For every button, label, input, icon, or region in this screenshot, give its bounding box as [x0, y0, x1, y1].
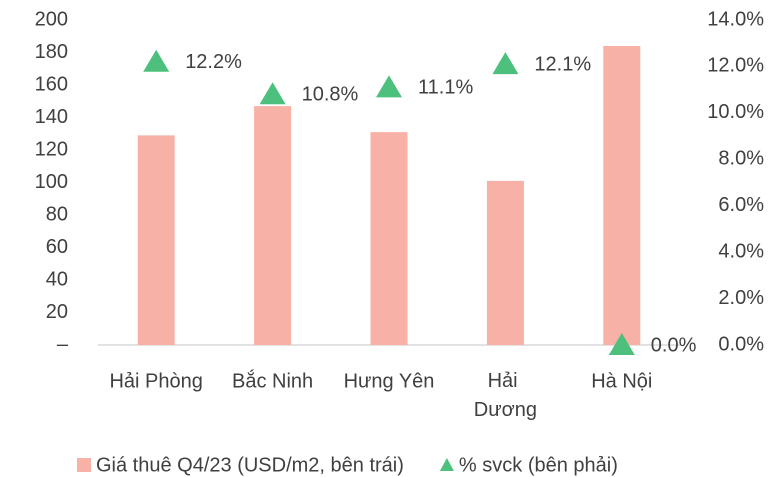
y2-tick-label: 0.0%	[718, 333, 764, 355]
triangle-marker	[143, 49, 170, 72]
triangle-marker	[492, 52, 519, 75]
y-tick-label: 180	[35, 41, 68, 63]
data-label: 10.8%	[302, 84, 359, 106]
x-tick-label: Hải Dương	[474, 370, 537, 421]
y-tick-label: –	[57, 333, 69, 355]
bar	[486, 180, 524, 345]
legend-label: Giá thuê Q4/23 (USD/m2, bên trái)	[96, 454, 404, 476]
bar	[603, 46, 641, 345]
y2-tick-label: 14.0%	[707, 8, 764, 30]
legend-label: % svck (bên phải)	[459, 454, 618, 476]
data-label: 12.1%	[534, 53, 591, 75]
y-tick-label: 40	[46, 268, 68, 290]
y-tick-label: 80	[46, 203, 68, 225]
y2-tick-label: 4.0%	[718, 240, 764, 262]
x-tick-label: Bắc Ninh	[232, 369, 313, 392]
bar	[370, 132, 408, 345]
legend-swatch	[439, 458, 454, 471]
y-tick-label: 200	[35, 8, 68, 30]
x-tick-label: Hà Nội	[591, 370, 652, 392]
data-label: 0.0%	[651, 334, 697, 356]
y2-tick-label: 6.0%	[718, 194, 764, 216]
y-tick-label: 100	[35, 171, 68, 193]
bar	[254, 106, 292, 345]
y-tick-label: 60	[46, 236, 68, 258]
y-tick-label: 160	[35, 73, 68, 95]
triangle-marker	[376, 75, 402, 98]
y-tick-label: 140	[35, 106, 68, 128]
x-tick-label: Hải Phòng	[109, 370, 202, 392]
triangle-marker	[608, 333, 635, 355]
y-tick-label: 20	[46, 301, 68, 323]
bar	[137, 135, 175, 345]
y2-tick-label: 12.0%	[707, 55, 764, 77]
y2-tick-label: 10.0%	[707, 101, 764, 123]
data-label: 12.2%	[185, 51, 242, 73]
triangle-marker	[259, 82, 286, 105]
x-tick-label: Hưng Yên	[344, 370, 435, 392]
y2-tick-label: 8.0%	[718, 148, 764, 170]
y-tick-label: 120	[35, 138, 68, 160]
legend-swatch	[77, 458, 91, 472]
y2-tick-label: 2.0%	[718, 287, 764, 309]
data-label: 11.1%	[418, 77, 473, 99]
